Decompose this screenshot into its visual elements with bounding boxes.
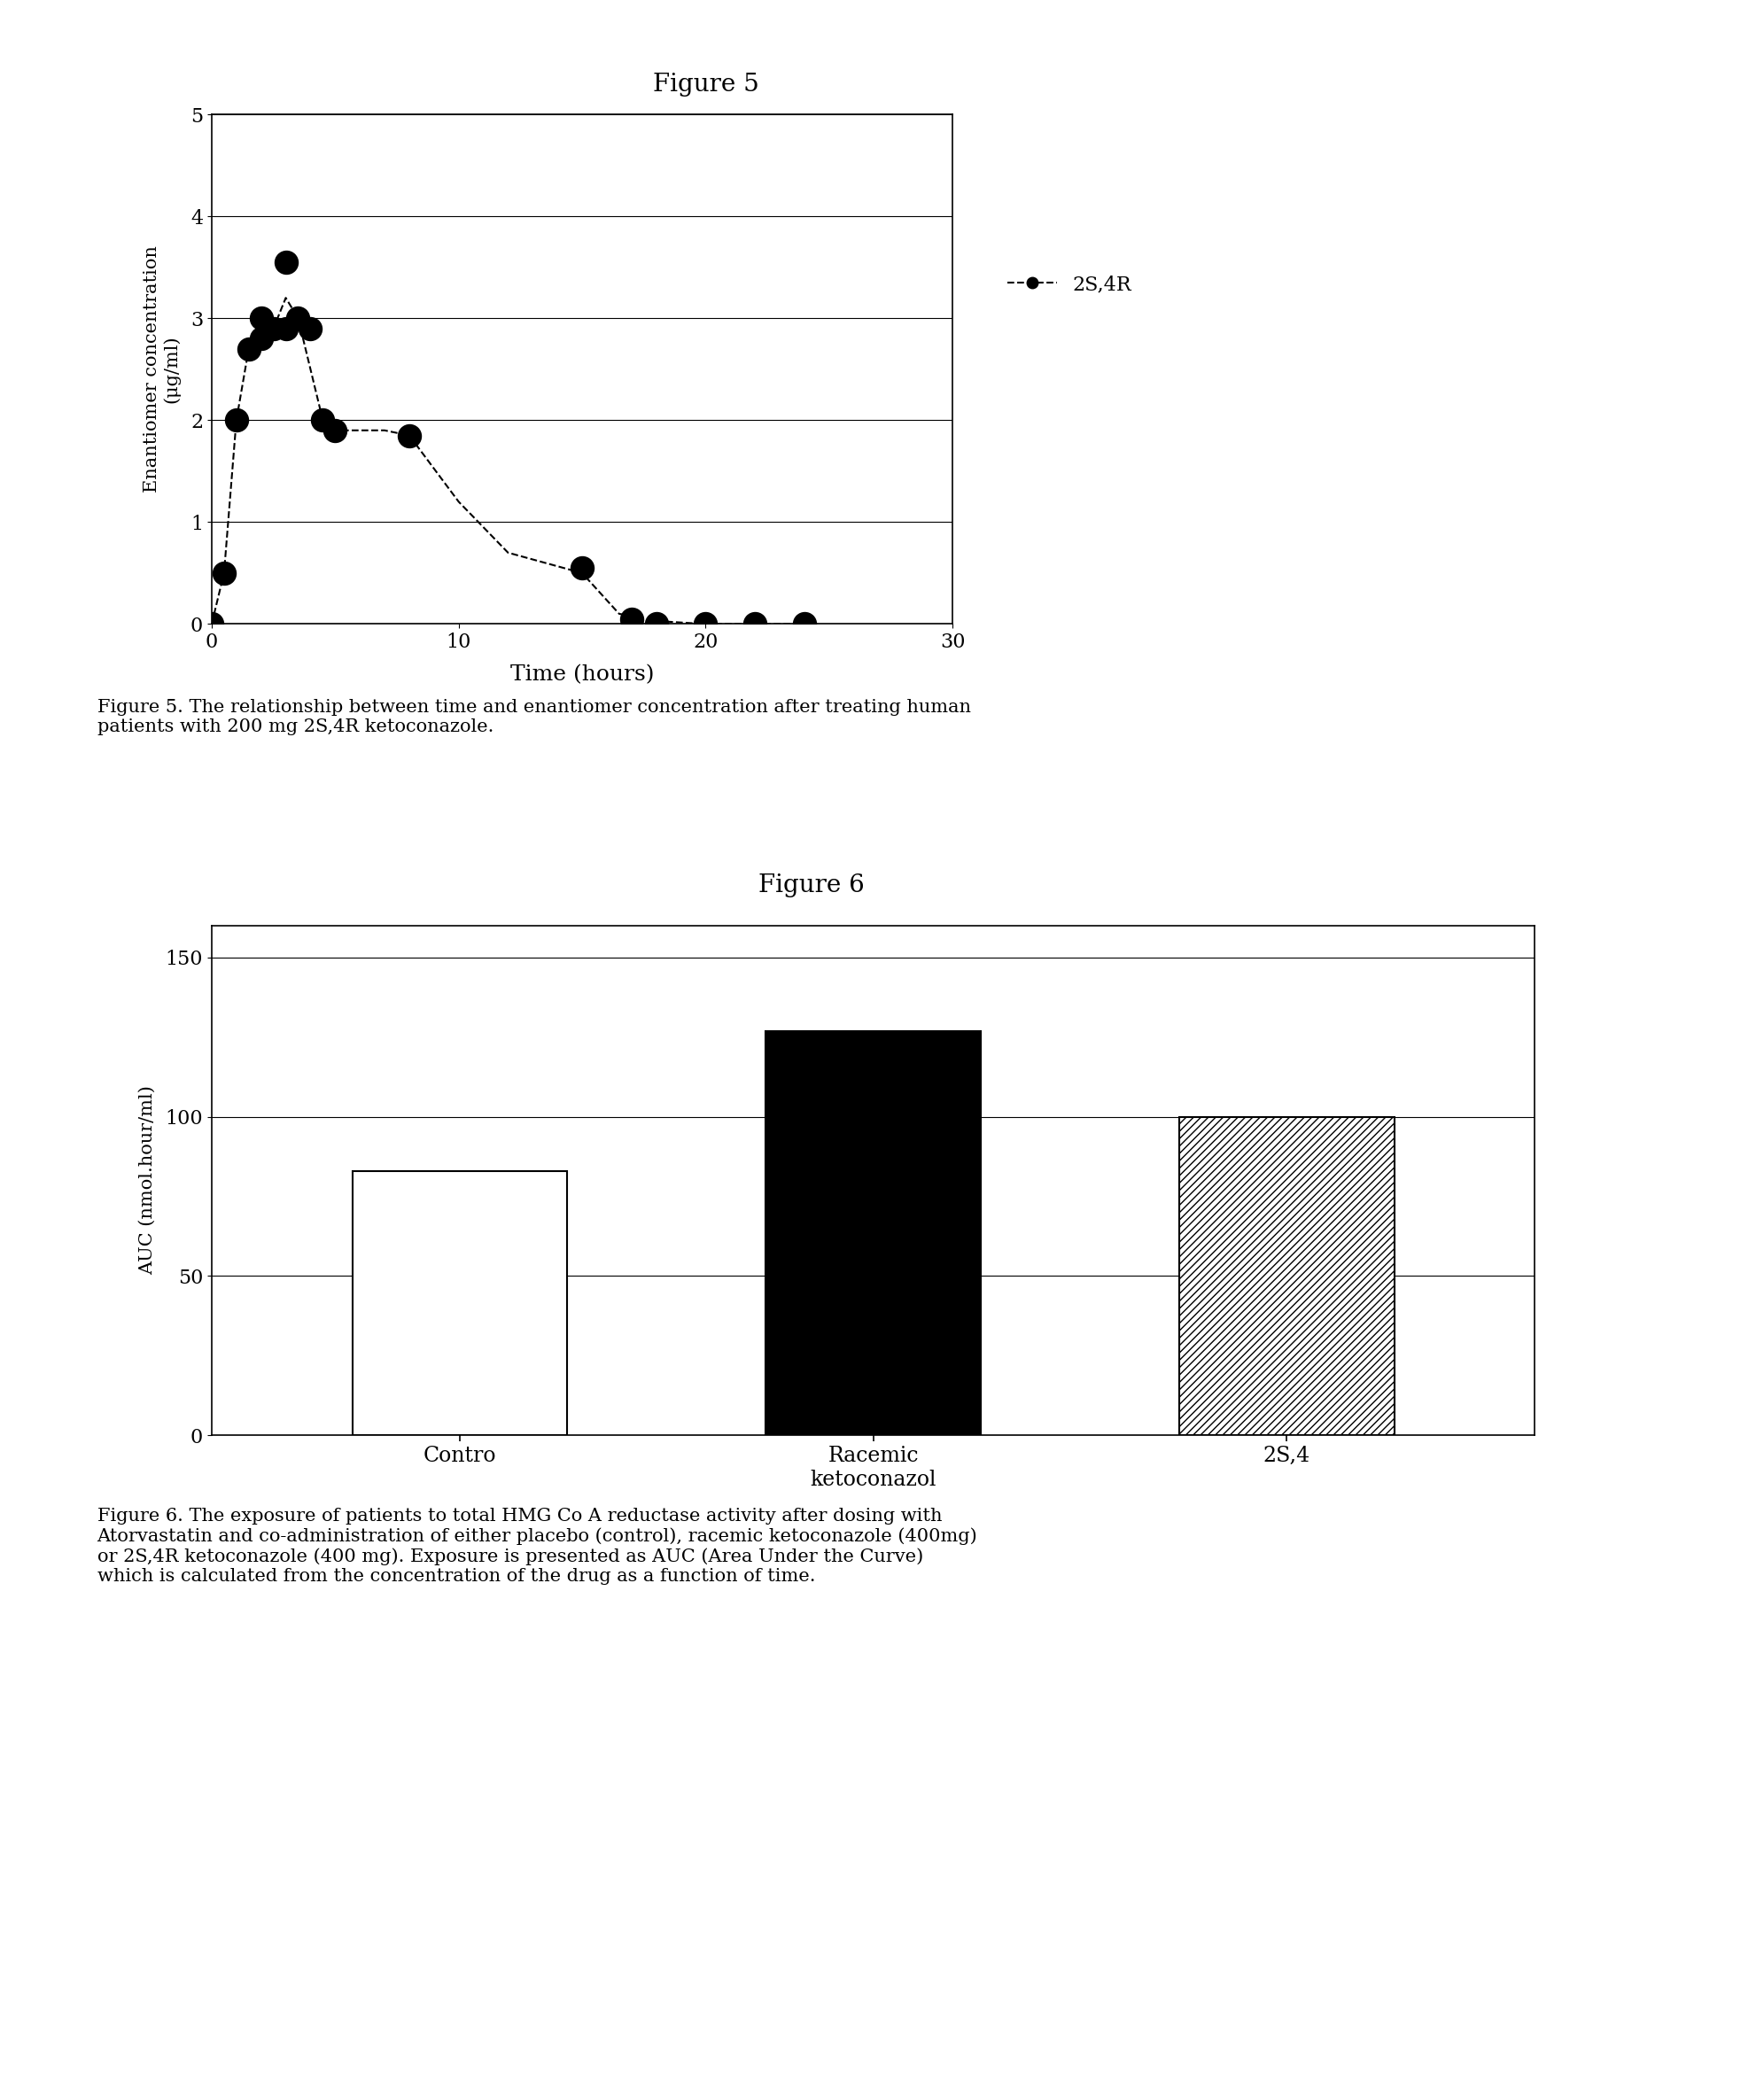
- Bar: [766, 1032, 981, 1435]
- Point: [296, 312, 325, 345]
- Point: [284, 302, 312, 335]
- Bar: [1178, 1117, 1394, 1435]
- Text: Figure 6. The exposure of patients to total HMG Co A reductase activity after do: Figure 6. The exposure of patients to to…: [97, 1508, 977, 1585]
- Point: [247, 322, 275, 356]
- Point: [259, 312, 288, 345]
- Point: [395, 418, 423, 451]
- Point: [790, 607, 818, 641]
- Y-axis label: Enantiomer concentration
(μg/ml): Enantiomer concentration (μg/ml): [143, 245, 180, 493]
- Point: [741, 607, 769, 641]
- Point: [617, 603, 646, 636]
- Point: [642, 607, 670, 641]
- Point: [272, 312, 300, 345]
- Bar: [353, 1171, 568, 1435]
- Point: [198, 607, 226, 641]
- Point: [691, 607, 720, 641]
- X-axis label: Time (hours): Time (hours): [510, 664, 654, 684]
- Legend: 2S,4R: 2S,4R: [1000, 266, 1140, 302]
- Point: [309, 404, 337, 437]
- Point: [568, 551, 596, 584]
- Y-axis label: AUC (nmol.hour/ml): AUC (nmol.hour/ml): [139, 1086, 155, 1275]
- Text: Figure 5: Figure 5: [653, 73, 759, 96]
- Point: [235, 333, 263, 366]
- Point: [321, 414, 349, 447]
- Text: Figure 6: Figure 6: [759, 874, 864, 896]
- Point: [210, 555, 238, 591]
- Text: Figure 5. The relationship between time and enantiomer concentration after treat: Figure 5. The relationship between time …: [97, 699, 970, 734]
- Point: [222, 404, 250, 437]
- Point: [247, 302, 275, 335]
- Point: [272, 245, 300, 279]
